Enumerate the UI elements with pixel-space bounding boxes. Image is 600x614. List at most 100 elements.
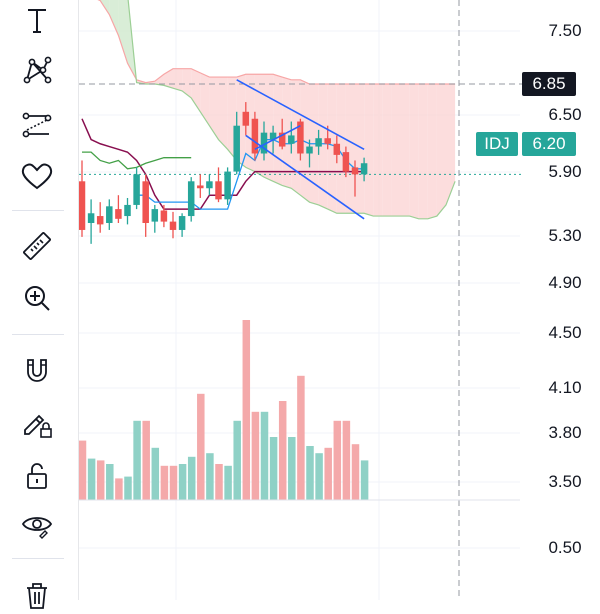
volume-bar — [160, 465, 169, 500]
crosshair-price-tag: 6.85 — [522, 72, 576, 96]
visibility-button[interactable] — [17, 504, 57, 544]
ichimoku-cloud-segment — [400, 84, 410, 217]
forecast-tool-icon — [22, 112, 52, 138]
text-tool-button[interactable] — [17, 0, 57, 40]
unlock-icon — [27, 463, 47, 489]
price-axis-label: 0.50 — [548, 538, 582, 557]
zoom-in-button[interactable] — [17, 278, 57, 318]
magnet-button[interactable] — [17, 350, 57, 390]
channel-lower-line — [245, 134, 365, 220]
price-axis-label: 6.50 — [548, 105, 582, 124]
candle-body — [342, 152, 350, 172]
ichimoku-cloud-segment — [291, 79, 301, 196]
measure-button[interactable] — [17, 226, 57, 266]
volume-bar — [278, 401, 287, 500]
volume-bar — [233, 420, 241, 500]
ichimoku-cloud-segment — [182, 68, 192, 98]
favorites-heart-icon — [21, 163, 53, 190]
ichimoku-cloud-segment — [118, 0, 128, 64]
candle-body — [133, 174, 140, 205]
candle-body — [215, 181, 222, 200]
channel-mid-line — [254, 124, 301, 151]
candle-body — [187, 181, 195, 217]
price-axis-label: 4.50 — [548, 323, 582, 342]
unlock-button[interactable] — [17, 456, 57, 496]
volume-bar — [187, 456, 196, 500]
ichimoku-cloud-segment — [446, 84, 456, 205]
toolbar-separator — [12, 210, 64, 211]
volume-bar — [115, 478, 123, 500]
volume-bar — [178, 464, 187, 500]
volume-bar — [269, 437, 278, 500]
candle-body — [206, 181, 213, 189]
eye-visibility-icon — [21, 517, 53, 539]
ichimoku-cloud-segment — [418, 84, 428, 219]
ichimoku-cloud-segment — [364, 84, 374, 217]
volume-bar — [242, 320, 251, 500]
volume-bar — [87, 458, 96, 500]
volume-bar — [197, 393, 205, 500]
price-axis-label: 4.90 — [548, 273, 582, 292]
price-axis-label: 7.50 — [548, 21, 582, 40]
ichimoku-cloud-segment — [327, 84, 337, 214]
candle-body — [178, 216, 186, 230]
ichimoku-cloud-segment — [318, 84, 328, 210]
ichimoku-cloud-segment — [355, 84, 365, 214]
ichimoku-cloud-segment — [154, 74, 164, 86]
price-axis-label: 5.90 — [548, 162, 582, 181]
volume-bar — [96, 460, 105, 500]
ichimoku-cloud-segment — [436, 84, 446, 217]
ichimoku-cloud-segment — [345, 84, 355, 214]
ichimoku-cloud-segment — [173, 68, 183, 91]
candle-body — [351, 167, 359, 175]
ichimoku-cloud-segment — [200, 72, 210, 126]
trash-icon — [27, 583, 47, 609]
pattern-tool-button[interactable] — [17, 50, 57, 90]
chart-area[interactable]: 7.50 6.50 5.90 5.30 4.90 4.50 4.10 3.80 … — [79, 0, 600, 600]
ichimoku-cloud-segment — [427, 84, 437, 219]
price-axis-label: 5.30 — [548, 226, 582, 245]
candle-body — [315, 138, 322, 147]
volume-bar — [297, 375, 305, 500]
price-axis-label: 3.50 — [548, 472, 582, 491]
volume-bar — [79, 440, 87, 500]
volume-bar — [151, 447, 160, 500]
volume-bar — [306, 446, 314, 500]
ruler-measure-icon — [23, 232, 51, 260]
ichimoku-cloud-segment — [373, 84, 383, 217]
volume-bar — [124, 476, 132, 500]
last-price-tag: 6.20 — [522, 132, 576, 156]
candle-body — [169, 221, 177, 230]
symbol-tag[interactable]: IDJ — [476, 132, 518, 156]
ichimoku-cloud-segment — [391, 84, 401, 217]
candle-body — [278, 132, 286, 147]
ichimoku-cloud-segment — [209, 77, 219, 140]
candle-body — [360, 163, 368, 175]
forecast-tool-button[interactable] — [17, 104, 57, 144]
candle-body — [251, 118, 259, 154]
delete-drawings-button[interactable] — [17, 574, 57, 614]
price-chart[interactable] — [79, 0, 600, 600]
drawing-toolbar — [0, 0, 79, 609]
candle-body — [96, 216, 104, 225]
volume-bar — [288, 437, 296, 500]
ichimoku-cloud-segment — [264, 74, 274, 182]
text-tool-icon — [28, 9, 46, 33]
favorites-button[interactable] — [17, 156, 57, 196]
volume-bar — [106, 464, 114, 500]
candle-body — [124, 204, 131, 217]
volume-bar — [251, 411, 260, 500]
lock-drawing-button[interactable] — [17, 404, 57, 444]
candle-body — [297, 121, 304, 154]
kijun-base-line — [81, 118, 365, 210]
candle-body — [224, 171, 231, 200]
candle-body — [260, 132, 268, 154]
zoom-in-icon — [25, 286, 50, 311]
volume-bar — [324, 447, 332, 500]
volume-bar — [260, 411, 269, 500]
volume-bar — [206, 453, 214, 500]
candle-body — [306, 146, 313, 154]
candle-body — [142, 181, 149, 223]
toolbar-separator — [12, 334, 64, 335]
candle-body — [324, 138, 331, 144]
